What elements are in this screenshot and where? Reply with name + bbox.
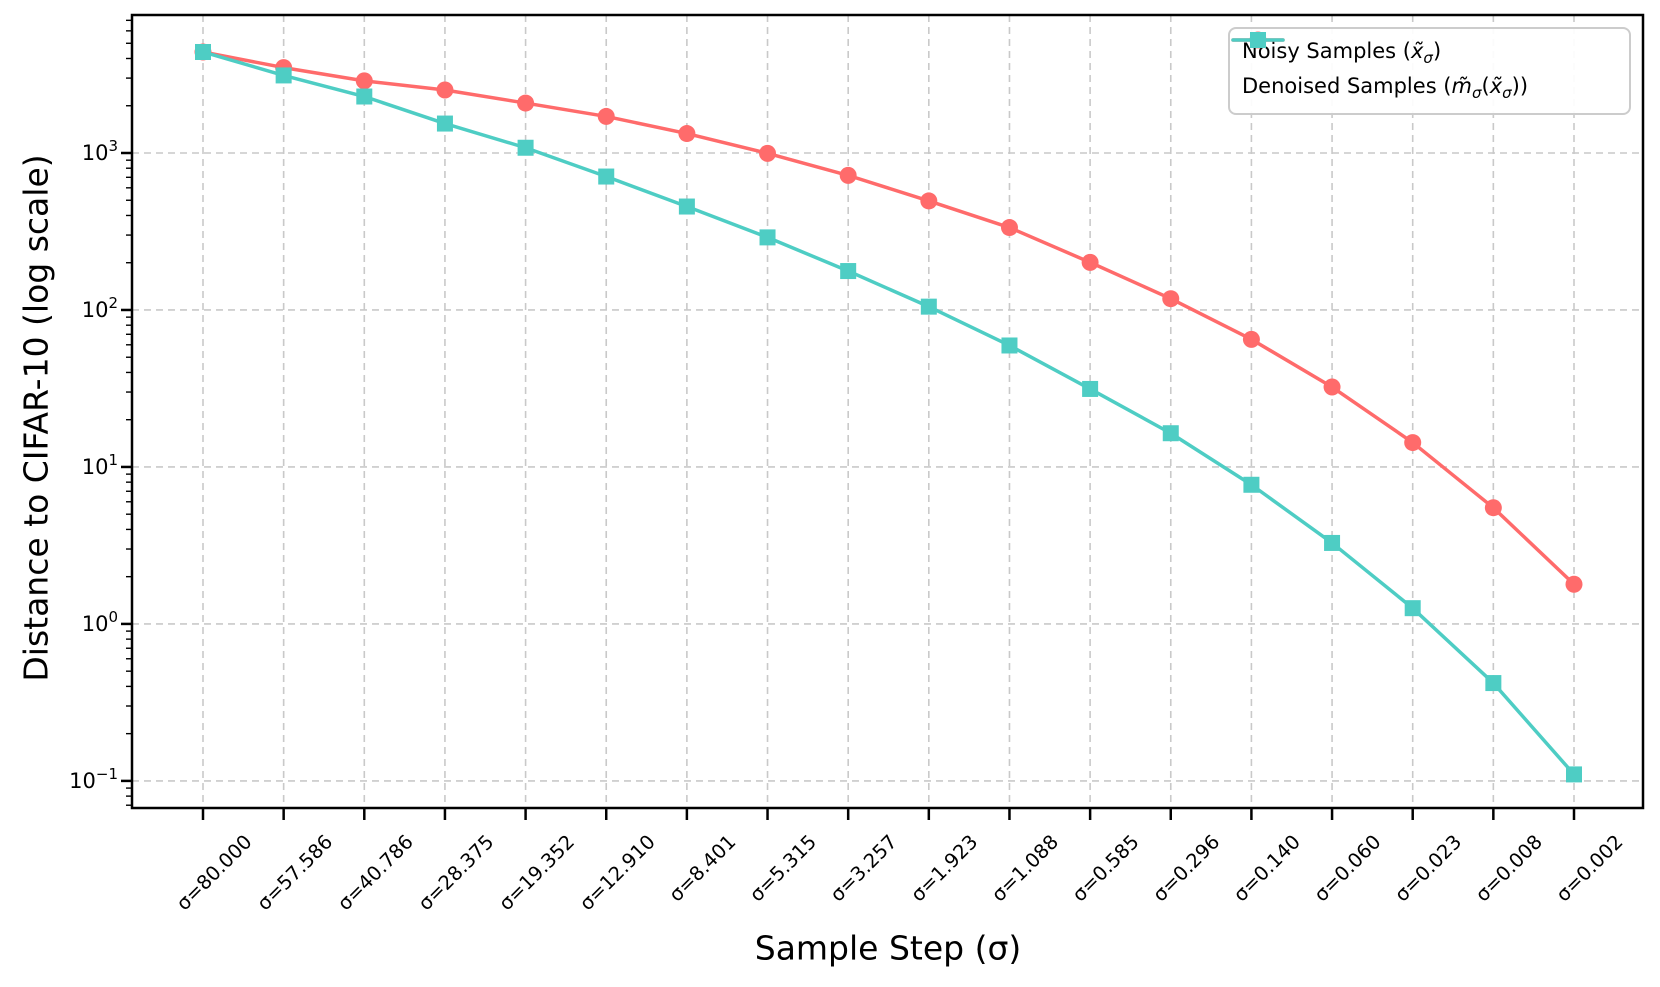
marker-noisy <box>678 125 696 143</box>
marker-denoised <box>598 168 615 185</box>
marker-noisy <box>1081 253 1099 271</box>
y-tick-label: 101 <box>82 451 118 479</box>
marker-denoised <box>678 198 695 215</box>
marker-noisy <box>355 72 373 90</box>
marker-denoised <box>759 229 776 246</box>
y-tick-label: 103 <box>82 137 118 165</box>
marker-noisy <box>1565 575 1583 593</box>
legend-item-denoised: Denoised Samples (m̃σ(x̃σ)) <box>1231 32 1615 102</box>
y-axis-label: Distance to CIFAR-10 (log scale) <box>16 154 56 682</box>
major-ticks <box>121 151 1576 820</box>
series-denoised-line <box>201 50 1576 777</box>
marker-denoised <box>1324 534 1341 551</box>
legend-noisy-label: Noisy Samples (x̃σ) <box>1242 39 1442 67</box>
y-tick-label: 10−1 <box>69 765 118 793</box>
marker-denoised <box>1485 675 1502 692</box>
y-tick-labels: 103 102 101 100 10−1 <box>69 137 118 793</box>
legend: Noisy Samples (x̃σ) Denoised Samples (m̃σ… <box>1228 27 1631 115</box>
legend-item-noisy: Noisy Samples (x̃σ) <box>1231 31 1615 67</box>
marker-denoised <box>356 88 373 105</box>
gridlines <box>132 15 1643 808</box>
marker-noisy <box>517 94 535 112</box>
marker-denoised <box>517 139 534 156</box>
marker-noisy <box>1404 434 1422 452</box>
legend-denoised-sample <box>1231 32 1285 48</box>
legend-square-marker <box>1250 32 1266 48</box>
marker-noisy <box>920 192 938 210</box>
marker-denoised <box>195 43 211 60</box>
marker-denoised <box>436 115 453 132</box>
y-tick-label: 102 <box>82 294 118 322</box>
marker-denoised <box>1243 476 1260 493</box>
series-denoised <box>195 43 1582 783</box>
marker-noisy <box>1162 290 1180 308</box>
marker-denoised <box>920 298 937 315</box>
marker-denoised <box>1162 425 1179 442</box>
marker-noisy <box>1484 499 1502 517</box>
legend-denoised-label: Denoised Samples (m̃σ(x̃σ)) <box>1242 74 1529 102</box>
y-tick-label: 100 <box>82 608 118 636</box>
plot-spines <box>130 13 1645 810</box>
marker-denoised <box>1082 380 1099 397</box>
x-axis-label: Sample Step (σ) <box>754 928 1022 968</box>
marker-noisy <box>597 107 615 125</box>
marker-denoised <box>1566 766 1582 783</box>
marker-noisy <box>1323 378 1341 396</box>
marker-noisy <box>1000 219 1018 237</box>
series-noisy-line <box>201 50 1576 586</box>
marker-denoised <box>275 67 292 84</box>
marker-noisy <box>759 144 777 162</box>
marker-noisy <box>1242 330 1260 348</box>
marker-denoised <box>1404 600 1421 617</box>
marker-denoised <box>1001 337 1018 354</box>
marker-noisy <box>436 81 454 99</box>
marker-noisy <box>839 166 857 184</box>
marker-denoised <box>840 263 857 280</box>
